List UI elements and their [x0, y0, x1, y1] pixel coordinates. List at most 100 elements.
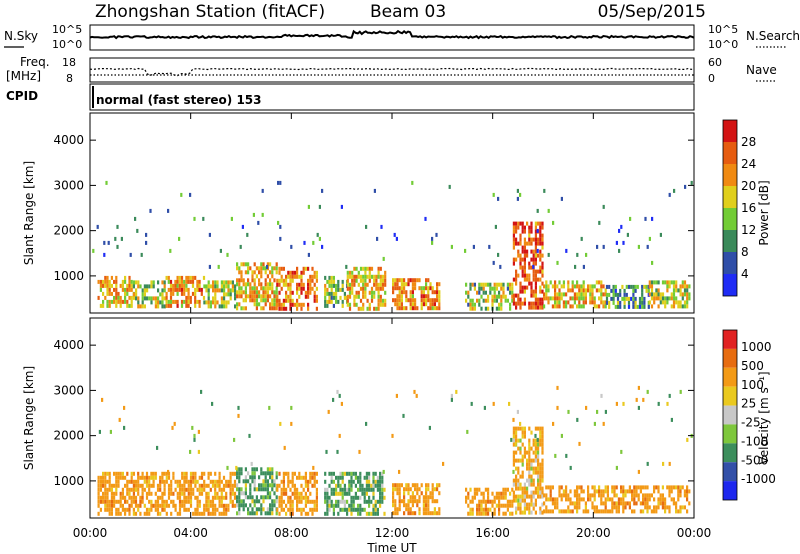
velocity-cell	[587, 509, 590, 514]
power-cell	[530, 293, 533, 298]
velocity-cell	[374, 507, 377, 512]
velocity-cell	[469, 507, 472, 512]
power-cell	[411, 306, 414, 311]
velocity-cell	[383, 495, 386, 500]
velocity-cell	[487, 511, 490, 516]
velocity-cell	[187, 507, 190, 512]
power-cell	[115, 299, 118, 304]
power-cell	[275, 262, 278, 267]
power-cell	[429, 286, 432, 291]
velocity-cell	[192, 487, 195, 492]
velocity-cell	[551, 497, 554, 502]
power-cell	[262, 290, 265, 295]
velocity-cell	[102, 483, 105, 488]
velocity-cell	[290, 405, 293, 410]
power-cell	[488, 244, 491, 249]
power-cell	[124, 275, 127, 280]
power-cell	[302, 266, 305, 271]
velocity-cell	[148, 487, 151, 492]
power-cell	[396, 278, 399, 283]
velocity-cell	[255, 467, 258, 472]
velocity-cell	[628, 501, 631, 506]
power-cell	[242, 262, 245, 267]
power-cell	[543, 304, 546, 309]
power-cell	[332, 283, 335, 288]
velocity-cell	[637, 493, 640, 498]
velocity-cell	[521, 486, 524, 491]
velocity-cell	[539, 506, 542, 511]
power-cell	[207, 292, 210, 297]
power-cell	[672, 284, 676, 289]
power-cell	[289, 302, 292, 307]
velocity-cell	[124, 511, 127, 516]
velocity-cell	[150, 503, 153, 508]
velocity-cell	[631, 493, 634, 498]
power-cell	[556, 292, 559, 297]
velocity-cell	[491, 503, 494, 508]
power-cell	[227, 292, 230, 297]
power-cell	[670, 296, 673, 301]
velocity-cell	[556, 385, 559, 390]
velocity-cell	[411, 495, 414, 500]
velocity-cell	[220, 511, 223, 516]
velocity-cell	[466, 429, 469, 434]
power-cell	[234, 284, 237, 289]
power-cell	[269, 262, 272, 267]
velocity-cell	[471, 511, 474, 516]
power-cell	[227, 284, 230, 289]
power-cell	[326, 299, 329, 304]
power-cell	[106, 283, 109, 288]
velocity-cell	[515, 438, 518, 443]
velocity-cell	[584, 501, 587, 506]
velocity-cell	[148, 483, 151, 488]
colorbar-swatch	[723, 208, 737, 230]
velocity-cell	[506, 507, 509, 512]
velocity-cell	[436, 487, 439, 492]
velocity-cell	[335, 483, 338, 488]
velocity-cell	[661, 505, 664, 510]
power-cell	[476, 290, 479, 295]
velocity-cell	[225, 479, 228, 484]
power-cell	[616, 304, 620, 309]
velocity-cell	[593, 509, 596, 514]
velocity-cell	[324, 487, 327, 492]
power-cell	[681, 304, 684, 309]
power-cell	[384, 290, 387, 295]
velocity-cell	[392, 491, 395, 496]
velocity-cell	[287, 483, 290, 488]
velocity-cell	[551, 509, 554, 514]
power-cell	[366, 298, 369, 303]
power-cell	[163, 280, 166, 285]
colorbar-swatch	[723, 164, 737, 186]
velocity-cell	[482, 507, 485, 512]
velocity-cell	[365, 487, 368, 492]
velocity-cell	[541, 490, 544, 495]
velocity-cell	[214, 507, 217, 512]
velocity-cell	[668, 485, 671, 490]
y-tick-label: 3000	[53, 383, 84, 397]
velocity-cell	[519, 446, 522, 451]
velocity-cell	[126, 507, 129, 512]
power-cell	[651, 260, 654, 265]
power-cell	[368, 266, 371, 271]
velocity-cell	[381, 471, 384, 476]
power-cell	[214, 304, 217, 309]
power-cell	[494, 224, 497, 229]
power-cell	[661, 296, 665, 301]
velocity-cell	[379, 491, 382, 496]
power-cell	[400, 294, 403, 299]
velocity-cell	[675, 485, 678, 490]
power-cell	[269, 270, 272, 275]
velocity-cell	[313, 479, 316, 484]
velocity-cell	[313, 499, 316, 504]
velocity-cell	[315, 503, 318, 508]
velocity-cell	[266, 507, 269, 512]
power-cell	[610, 296, 613, 301]
power-cell	[576, 280, 579, 285]
velocity-cell	[455, 389, 458, 394]
power-cell	[521, 221, 524, 226]
power-cell	[230, 216, 233, 221]
velocity-cell	[211, 511, 215, 516]
power-cell	[238, 278, 241, 283]
velocity-cell	[512, 442, 515, 447]
